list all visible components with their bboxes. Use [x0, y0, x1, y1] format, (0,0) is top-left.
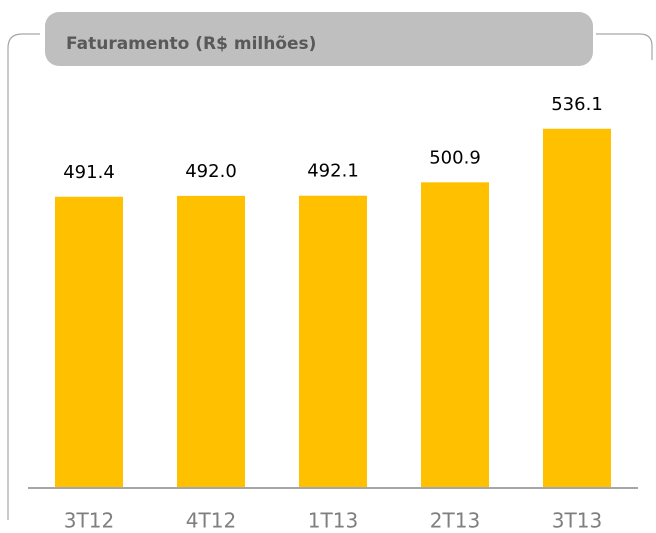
- frame-left: [7, 33, 40, 520]
- chart-title: Faturamento (R$ milhões): [66, 34, 316, 54]
- data-label: 491.4: [63, 162, 115, 183]
- bar: [55, 196, 123, 488]
- x-tick-label: 3T13: [552, 509, 602, 533]
- x-tick-label: 2T13: [430, 509, 480, 533]
- bar: [421, 182, 489, 488]
- data-label: 500.9: [429, 147, 481, 168]
- title-box: [45, 12, 593, 66]
- bar: [543, 128, 611, 489]
- frame-right: [596, 33, 653, 60]
- bar: [299, 195, 367, 488]
- bar: [177, 195, 245, 488]
- data-label: 492.1: [307, 161, 359, 182]
- x-tick-label: 4T12: [186, 509, 236, 533]
- data-label: 536.1: [551, 94, 603, 115]
- x-tick-label: 1T13: [308, 509, 358, 533]
- data-label: 492.0: [185, 161, 237, 182]
- x-tick-label: 3T12: [64, 509, 114, 533]
